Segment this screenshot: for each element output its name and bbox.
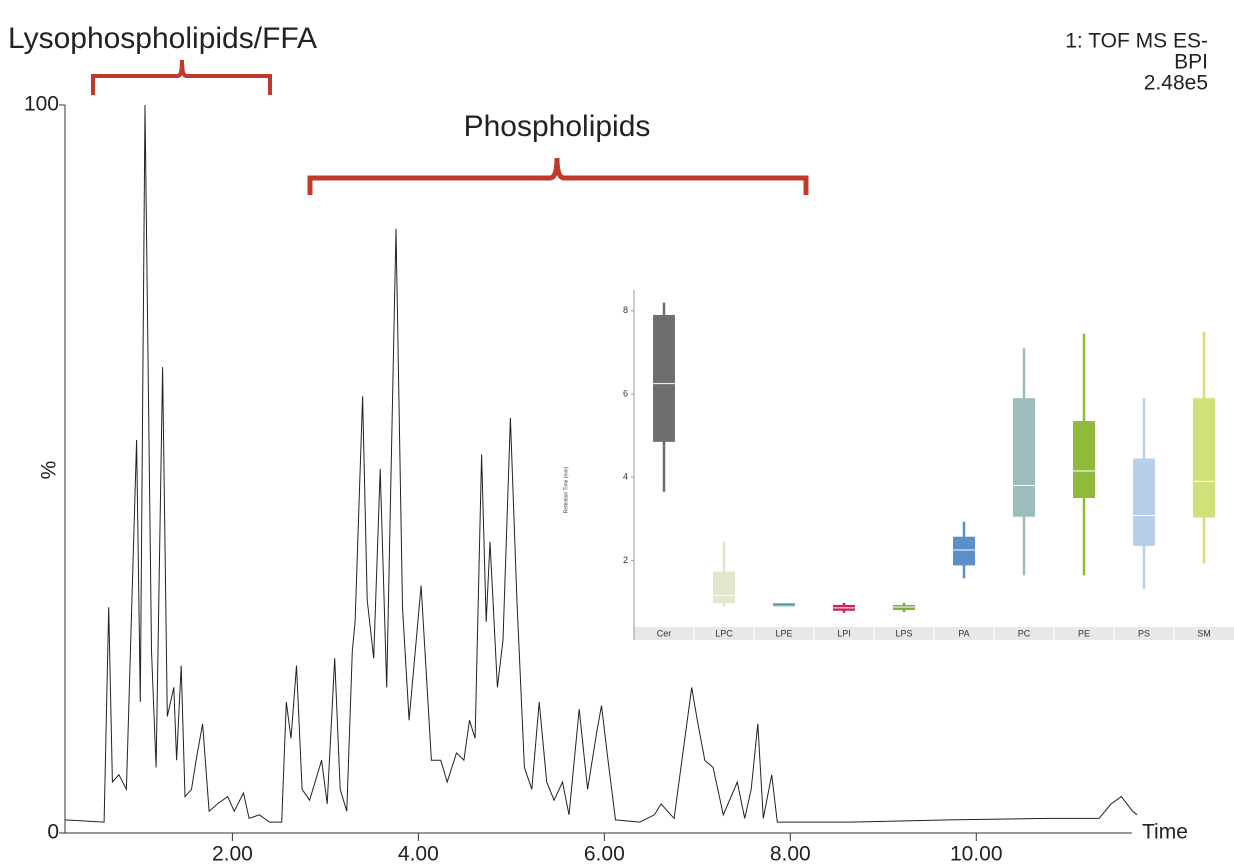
x-tick-label: SM (1197, 628, 1211, 638)
inset-y-axis-label: Retention Time (min) (563, 466, 569, 513)
x-tick-label: LPI (837, 628, 851, 638)
y-axis-label: % (38, 461, 61, 480)
y-tick-label: 8 (623, 305, 628, 315)
x-tick-label: PS (1138, 628, 1150, 638)
y-tick-label: 2 (623, 555, 628, 565)
x-tick-label: LPS (895, 628, 912, 638)
x-tick-label: 8.00 (770, 843, 811, 864)
x-axis-label: Time (1142, 821, 1188, 844)
x-tick-label: LPE (775, 628, 792, 638)
x-tick-label: 10.00 (950, 843, 1003, 864)
x-tick-label: 2.00 (212, 843, 253, 864)
bracket (91, 59, 272, 95)
info-text: 1: TOF MS ES- (1065, 30, 1208, 53)
box (773, 603, 795, 608)
x-tick-label: Cer (657, 628, 672, 638)
box (1193, 398, 1215, 518)
y-tick-label: 100 (24, 93, 59, 116)
y-tick-label: 0 (47, 821, 59, 844)
info-text: 2.48e5 (1144, 72, 1208, 95)
x-tick-label: PC (1018, 628, 1031, 638)
y-tick-label: 4 (623, 472, 628, 482)
box (713, 571, 735, 604)
x-tick-label: PA (958, 628, 969, 638)
x-tick-label: 6.00 (584, 843, 625, 864)
box (1133, 458, 1155, 546)
x-tick-label: 4.00 (398, 843, 439, 864)
x-tick-label: LPC (715, 628, 733, 638)
annotation: Phospholipids (464, 110, 651, 143)
trace (64, 104, 1138, 823)
box (953, 536, 975, 566)
x-tick-label: PE (1078, 628, 1090, 638)
box (1073, 421, 1095, 499)
bracket (307, 157, 809, 195)
info-text: BPI (1174, 51, 1208, 74)
annotation: Lysophospholipids/FFA (8, 22, 317, 55)
box (653, 314, 675, 442)
y-tick-label: 6 (623, 388, 628, 398)
box (1013, 398, 1035, 517)
